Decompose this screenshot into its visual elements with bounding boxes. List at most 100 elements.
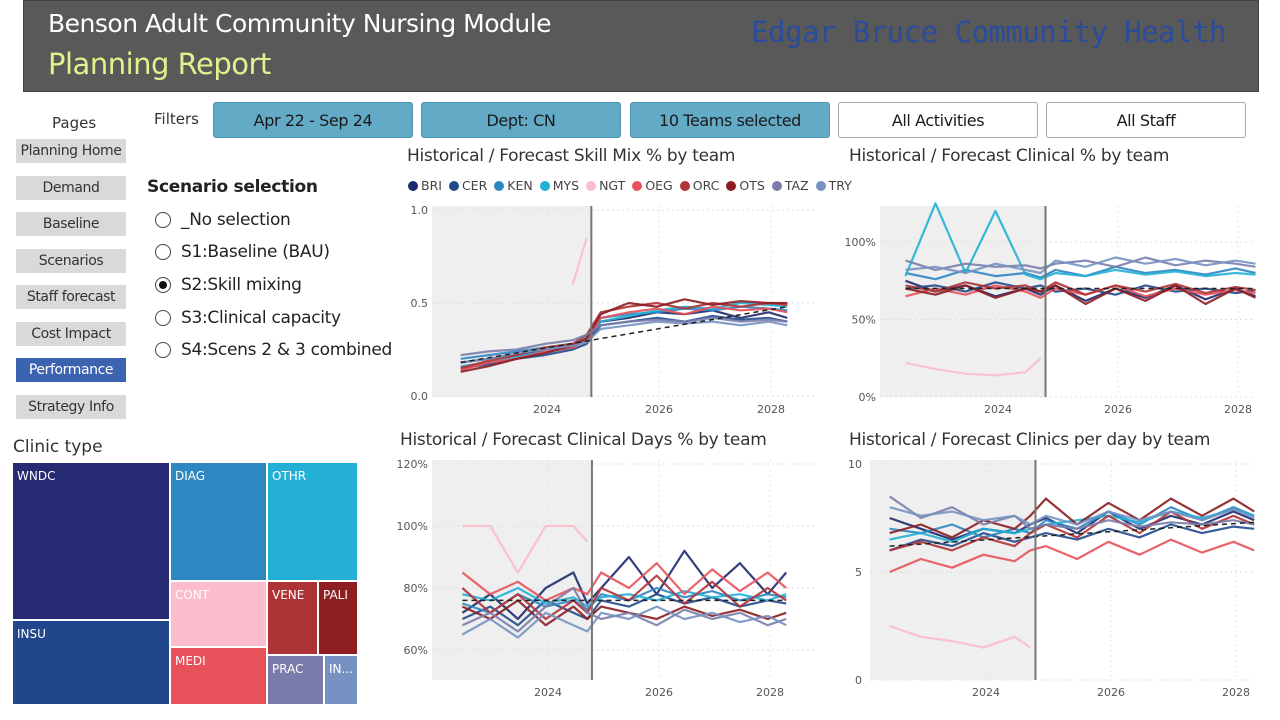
treemap-tile-prac[interactable]: PRAC [268, 656, 323, 704]
series-line-ngt [462, 524, 589, 574]
filter-button-0[interactable]: Apr 22 - Sep 24 [213, 102, 413, 138]
report-title: Benson Adult Community Nursing Module [48, 9, 552, 38]
radio-button[interactable] [155, 212, 171, 228]
treemap-tile-insu[interactable]: INSU [13, 621, 169, 704]
x-tick-label: 2026 [1104, 403, 1132, 416]
scenario-option[interactable]: S4:Scens 2 & 3 combined [155, 339, 392, 361]
treemap-tile-in[interactable]: IN... [325, 656, 357, 704]
legend-item-cer[interactable]: CER [448, 178, 487, 193]
series-line-orc [460, 301, 788, 370]
series-line-oeg [889, 538, 1255, 574]
filter-button-4[interactable]: All Staff [1046, 102, 1246, 138]
series-line-orc [905, 281, 1256, 296]
y-tick-label: 120% [397, 458, 428, 471]
treemap-tile-medi[interactable]: MEDI [171, 648, 266, 704]
series-line-bri [889, 510, 1255, 541]
page-button-cost-impact[interactable]: Cost Impact [16, 322, 126, 346]
scenario-option[interactable]: _No selection [155, 209, 291, 231]
series-line-bri [461, 549, 788, 621]
treemap-tile-pali[interactable]: PALI [319, 582, 357, 654]
legend-item-bri[interactable]: BRI [408, 178, 442, 193]
x-tick-label: 2028 [1224, 403, 1252, 416]
y-tick-label: 80% [404, 582, 428, 595]
series-line-try [905, 256, 1256, 275]
historic-annotation: Historic data to: 9/30/2024 [444, 215, 593, 228]
legend-item-ots[interactable]: OTS [726, 178, 765, 193]
legend-item-mys[interactable]: MYS [539, 178, 579, 193]
legend-dot-icon [679, 180, 690, 191]
legend-dot-icon [771, 180, 782, 191]
chart-title-clinical: Historical / Forecast Clinical % by team [849, 146, 1170, 166]
x-tick-label: 2028 [756, 686, 784, 699]
treemap-tile-wndc[interactable]: WNDC [13, 463, 169, 619]
page-button-planning-home[interactable]: Planning Home [16, 139, 126, 163]
legend-label: OTS [739, 178, 765, 193]
treemap-tile-othr[interactable]: OTHR [268, 463, 357, 580]
legend-item-try[interactable]: TRY [815, 178, 852, 193]
radio-button[interactable] [155, 244, 171, 260]
y-tick-label: 5 [855, 566, 862, 579]
scenario-option-label: S4:Scens 2 & 3 combined [181, 340, 393, 360]
treemap-tile-vene[interactable]: VENE [268, 582, 317, 654]
series-line-mys [462, 586, 787, 608]
radio-button[interactable] [155, 277, 171, 293]
y-tick-label: 0.5 [411, 297, 429, 310]
pages-label: Pages [52, 114, 97, 132]
y-tick-label: 0% [859, 391, 876, 404]
treemap-title: Clinic type [13, 437, 103, 457]
series-line-oeg [460, 305, 788, 372]
page-button-baseline[interactable]: Baseline [16, 212, 126, 236]
filter-button-1[interactable]: Dept: CN [421, 102, 621, 138]
series-line-taz [460, 316, 788, 357]
trend-line [889, 521, 1255, 547]
historic-region [432, 460, 592, 680]
series-line-mys [889, 508, 1255, 543]
series-line-cer [889, 523, 1255, 552]
scenario-option[interactable]: S1:Baseline (BAU) [155, 241, 330, 263]
y-tick-label: 0.0 [411, 390, 429, 403]
treemap-tile-cont[interactable]: CONT [171, 582, 266, 646]
legend-label: OEG [645, 178, 673, 193]
chart-title-clinical-days: Historical / Forecast Clinical Days % by… [400, 430, 767, 450]
x-tick-label: 2024 [534, 686, 562, 699]
legend-item-taz[interactable]: TAZ [771, 178, 809, 193]
filters-label: Filters [154, 110, 199, 128]
page-button-strategy-info[interactable]: Strategy Info [16, 395, 126, 419]
y-tick-label: 100% [397, 520, 428, 533]
radio-button[interactable] [155, 342, 171, 358]
scenario-option[interactable]: S2:Skill mixing [155, 274, 302, 296]
series-line-ots [461, 599, 787, 627]
page-button-staff-forecast[interactable]: Staff forecast [16, 285, 126, 309]
scenario-option[interactable]: S3:Clinical capacity [155, 307, 341, 329]
series-line-cer [905, 281, 1256, 296]
trend-line [460, 305, 788, 364]
chart-title-clinics-per-day: Historical / Forecast Clinics per day by… [849, 430, 1211, 450]
page-button-performance[interactable]: Performance [16, 358, 126, 382]
series-line-ken [460, 305, 788, 360]
x-tick-label: 2028 [1222, 686, 1250, 699]
page-button-demand[interactable]: Demand [16, 176, 126, 200]
radio-button[interactable] [155, 310, 171, 326]
x-tick-label: 2024 [972, 686, 1000, 699]
series-line-cer [460, 314, 788, 370]
filter-button-3[interactable]: All Activities [838, 102, 1038, 138]
x-tick-label: 2026 [645, 403, 673, 416]
legend-item-orc[interactable]: ORC [679, 178, 719, 193]
filter-button-2[interactable]: 10 Teams selected [630, 102, 830, 138]
x-tick-label: 2028 [757, 403, 785, 416]
treemap-tile-diag[interactable]: DIAG [171, 463, 266, 580]
scenario-option-label: S3:Clinical capacity [181, 308, 341, 328]
y-tick-label: 50% [852, 314, 876, 327]
legend-item-ngt[interactable]: NGT [586, 178, 625, 193]
series-line-taz [461, 586, 787, 633]
legend-dot-icon [815, 180, 826, 191]
organization-name: Edgar Bruce Community Health [751, 15, 1226, 49]
series-line-ots [905, 284, 1256, 306]
legend-label: BRI [421, 178, 442, 193]
report-subtitle: Planning Report [48, 47, 271, 81]
series-line-oeg [461, 562, 787, 602]
series-line-try [461, 605, 787, 639]
legend-item-ken[interactable]: KEN [494, 178, 533, 193]
legend-item-oeg[interactable]: OEG [632, 178, 673, 193]
page-button-scenarios[interactable]: Scenarios [16, 249, 126, 273]
